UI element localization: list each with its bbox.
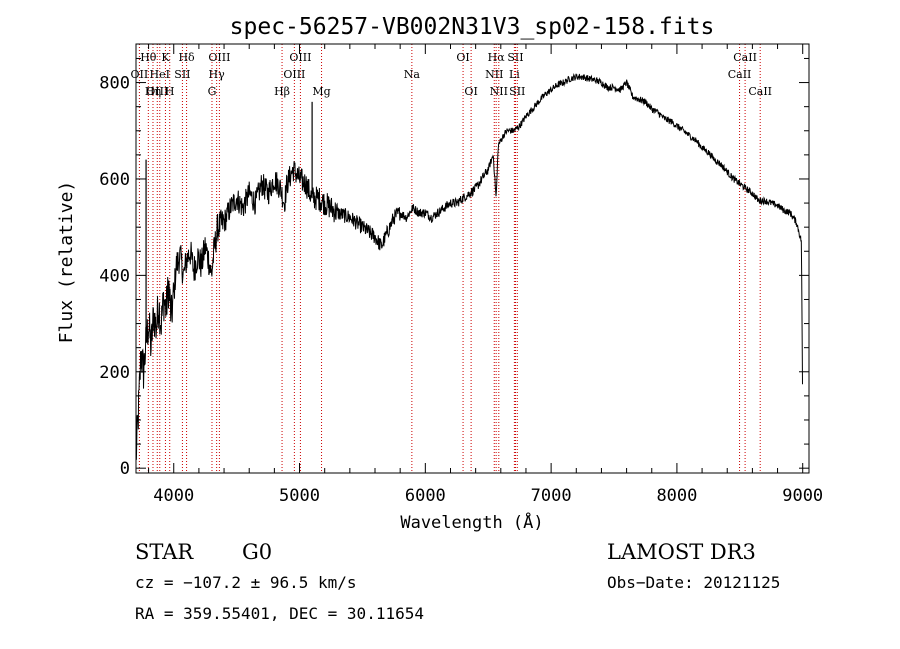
line-marker-label: OI [456, 51, 469, 64]
plot-frame [135, 43, 810, 474]
line-marker-label: OIII [289, 51, 311, 64]
line-marker-label: CaII [733, 51, 757, 64]
x-tick-label: 8000 [656, 486, 697, 506]
object-class: STAR [135, 540, 194, 564]
line-marker-label: Hγ [209, 68, 226, 81]
line-marker-label: Hδ [178, 51, 195, 64]
line-marker-label: SII [507, 51, 523, 64]
line-marker-label: K [161, 51, 170, 64]
observation-date: Obs−Date: 20121125 [607, 573, 781, 592]
x-axis-label: Wavelength (Å) [400, 511, 543, 533]
line-marker-label: HeI [150, 68, 170, 81]
line-marker-label: SII [509, 85, 525, 98]
line-marker-label: Li [509, 68, 520, 81]
spectral-subclass: G0 [242, 540, 273, 564]
line-marker-label: CaII [728, 68, 752, 81]
line-marker-label: Hη [145, 85, 161, 98]
line-marker-label: OIII [283, 68, 305, 81]
x-tick-label: 4000 [153, 486, 194, 506]
line-marker-label: G [208, 85, 217, 98]
line-marker-label: OI [464, 85, 477, 98]
y-axis-label: Flux (relative) [56, 181, 77, 344]
line-marker-label: H [165, 85, 175, 98]
x-tick-label: 7000 [531, 486, 572, 506]
spectrum-series [135, 72, 803, 460]
y-tick-label: 600 [99, 170, 130, 190]
y-tick-label: 400 [99, 266, 130, 286]
sky-coordinates: RA = 359.55401, DEC = 30.11654 [135, 604, 424, 623]
y-tick-label: 200 [99, 363, 130, 383]
line-marker-label: Hβ [274, 85, 290, 98]
x-tick-label: 5000 [279, 486, 320, 506]
line-marker-label: NII [485, 68, 503, 81]
line-marker-label: NII [490, 85, 508, 98]
line-marker-label: OIII [146, 85, 168, 98]
line-marker-label: CaII [748, 85, 772, 98]
line-marker-label: Hθ [140, 51, 157, 64]
line-marker-label: SII [174, 68, 190, 81]
axis-ticks: 4000 5000 6000 7000 8000 9000 0 200 400 600 800 [99, 44, 823, 506]
redshift-velocity: cz = −107.2 ± 96.5 km/s [135, 573, 357, 592]
survey-label: LAMOST DR3 [607, 540, 756, 564]
line-marker-label: OII [131, 68, 149, 81]
line-marker-label: Mg [312, 85, 330, 98]
chart-title: spec-56257-VB002N31V3_sp02-158.fits [230, 14, 715, 40]
y-tick-label: 0 [120, 459, 130, 479]
x-tick-label: 6000 [405, 486, 446, 506]
line-marker-label: Hα [488, 51, 506, 64]
flux-line [135, 72, 803, 460]
line-marker-label: Na [404, 68, 421, 81]
line-marker-label: OIII [208, 51, 230, 64]
x-tick-label: 9000 [782, 486, 823, 506]
y-tick-label: 800 [99, 74, 130, 94]
